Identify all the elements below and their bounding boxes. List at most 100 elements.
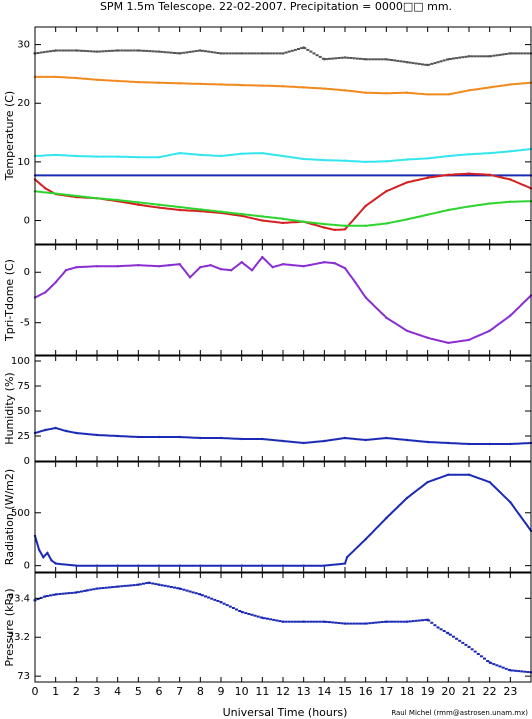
series-point: [247, 52, 251, 55]
data-point: [137, 49, 140, 52]
series-point: [200, 594, 204, 597]
credit-note: Raul Michel (rmm@astrosen.unam.mx): [391, 709, 528, 717]
series-point: [470, 648, 474, 651]
series-point: [80, 49, 83, 52]
y-tick-label: 25: [17, 431, 30, 442]
data-point: [343, 562, 347, 565]
data-point: [271, 266, 274, 269]
x-tick-label: 14: [317, 685, 331, 698]
data-point: [44, 428, 47, 432]
data-point: [323, 222, 326, 226]
series-point: [300, 620, 304, 623]
series-point: [386, 620, 390, 623]
series-point: [204, 50, 207, 53]
series-point: [225, 52, 229, 55]
series-point: [486, 55, 490, 58]
data-point: [426, 480, 429, 484]
series-point: [45, 595, 49, 597]
series-point: [120, 49, 124, 52]
series-point: [213, 598, 217, 601]
series-point: [104, 50, 108, 53]
series-point: [430, 621, 434, 624]
series-point: [501, 666, 505, 669]
series-point: [495, 54, 499, 57]
data-point: [343, 267, 347, 270]
series-point: [76, 591, 80, 594]
series-point: [374, 58, 378, 61]
data-point: [385, 222, 388, 225]
x-tick-label: 3: [94, 685, 101, 698]
series-point: [355, 622, 359, 625]
series-point: [510, 669, 514, 672]
data-point: [116, 49, 119, 52]
series-point: [452, 635, 455, 638]
series-point: [58, 49, 62, 52]
data-point: [364, 438, 367, 442]
data-point: [54, 426, 57, 430]
series-point: [442, 630, 446, 632]
data-point: [178, 435, 181, 439]
series-point: [408, 620, 412, 623]
x-tick-label: 9: [218, 685, 225, 698]
y-tick-label: 20: [17, 98, 30, 109]
series-point: [427, 619, 431, 622]
series-line: [34, 473, 532, 567]
data-point: [95, 265, 99, 268]
series-point: [290, 620, 294, 623]
series-point: [120, 585, 124, 588]
series-1-6: [33, 190, 532, 227]
series-point: [160, 50, 164, 53]
data-point: [426, 336, 429, 339]
data-point: [323, 564, 326, 567]
series-point: [80, 590, 83, 593]
series-point: [101, 587, 105, 589]
data-point: [354, 216, 357, 219]
data-point: [345, 556, 349, 559]
data-point: [75, 194, 78, 198]
series-point: [275, 52, 279, 55]
data-point: [509, 52, 512, 55]
data-point: [219, 52, 223, 55]
data-point: [467, 442, 471, 446]
series-point: [526, 52, 530, 55]
data-point: [199, 593, 202, 596]
data-point: [75, 154, 78, 158]
series-point: [414, 619, 418, 622]
series-point: [284, 620, 288, 623]
series-point: [287, 620, 291, 623]
x-tick-label: 4: [114, 685, 121, 698]
series-4-1: [33, 473, 532, 567]
series-point: [83, 589, 87, 592]
data-point: [385, 58, 388, 61]
series-point: [114, 585, 118, 588]
data-point: [281, 564, 285, 567]
series-point: [309, 620, 313, 623]
series-point: [334, 621, 338, 624]
data-point: [302, 46, 305, 49]
series-point: [173, 586, 176, 589]
series-point: [52, 593, 56, 596]
series-point: [173, 52, 176, 54]
series-point: [222, 52, 226, 55]
series-point: [83, 49, 87, 52]
series-point: [188, 590, 192, 593]
data-point: [488, 55, 491, 58]
series-point: [399, 620, 403, 623]
series-3-1: [33, 426, 532, 446]
data-point: [37, 548, 41, 551]
data-point: [467, 172, 471, 175]
series-point: [293, 48, 297, 51]
data-point: [281, 439, 285, 443]
series-point: [126, 49, 130, 52]
series-point: [352, 57, 356, 60]
series-point: [142, 49, 145, 52]
series-point: [107, 49, 111, 52]
series-point: [67, 592, 71, 595]
panel-1: 0 10 20 30 Temperature (C): [3, 26, 532, 245]
series-point: [225, 604, 229, 607]
data-point: [467, 55, 471, 58]
data-point: [168, 264, 171, 267]
series-point: [324, 58, 328, 61]
y-axis-label: Tpri-Tdome (C): [3, 259, 16, 342]
